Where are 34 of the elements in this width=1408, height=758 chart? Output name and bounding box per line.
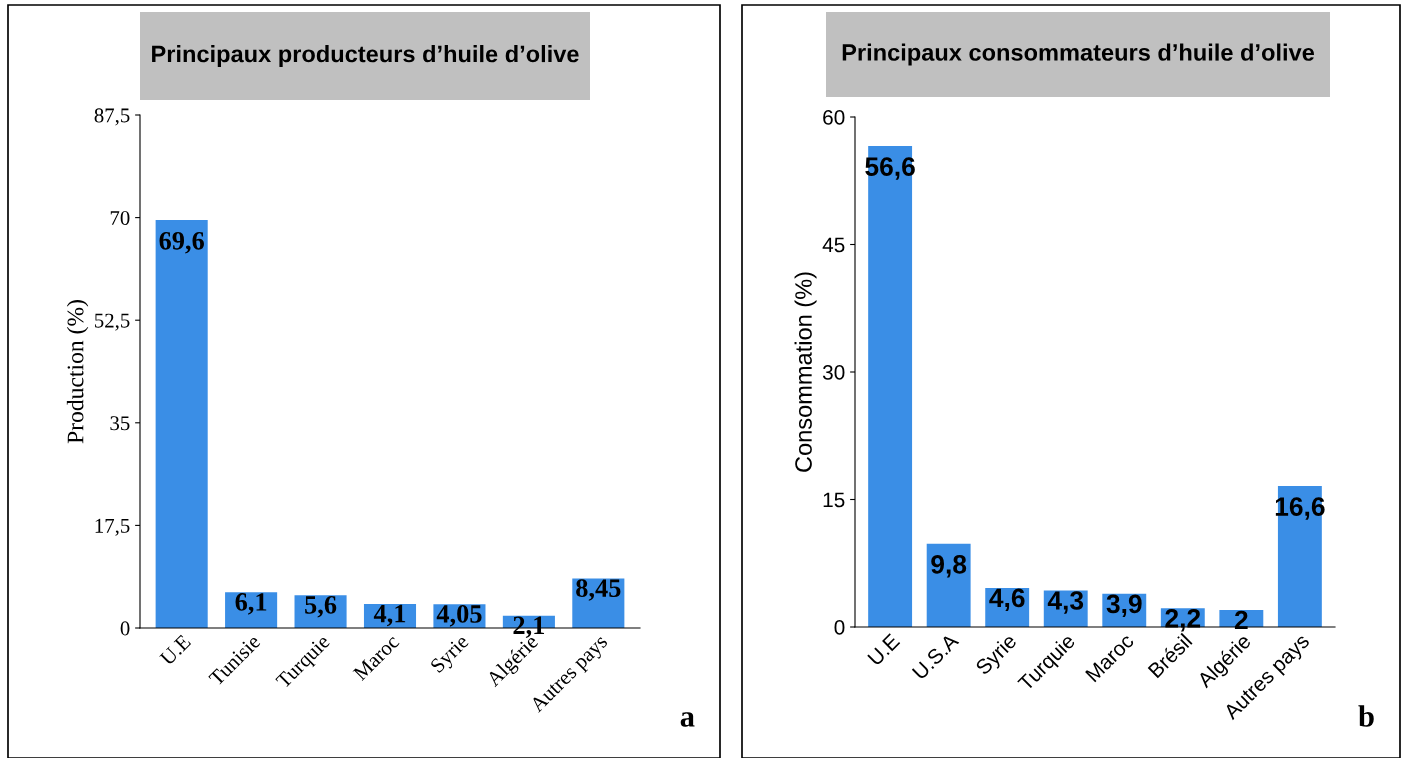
data-label: 4,05 bbox=[436, 605, 482, 627]
data-label: 69,6 bbox=[159, 231, 204, 254]
chart-title: Principaux producteurs d’huile d’olive bbox=[152, 45, 579, 67]
y-tick-label: 87,5 bbox=[94, 108, 130, 126]
bar bbox=[155, 219, 208, 628]
y-tick-label: 45 bbox=[822, 237, 845, 253]
x-tick-label: U.E bbox=[867, 633, 901, 667]
y-tick-label: 0 bbox=[834, 620, 845, 635]
y-axis-title: Production (%) bbox=[66, 300, 89, 444]
bar bbox=[926, 543, 971, 627]
data-label: 3,9 bbox=[1106, 594, 1142, 618]
data-label: 5,6 bbox=[305, 596, 337, 618]
chart-title: Principaux consommateurs d’huile d’olive bbox=[842, 43, 1315, 66]
data-label: 9,8 bbox=[931, 555, 967, 578]
y-tick-label: 0 bbox=[120, 621, 130, 636]
data-label: 4,1 bbox=[373, 604, 406, 627]
data-label: 4,3 bbox=[1047, 591, 1084, 614]
y-tick-label: 17,5 bbox=[95, 518, 130, 536]
y-tick-label: 15 bbox=[823, 492, 845, 508]
y-axis-title: Consommation (%) bbox=[794, 272, 817, 472]
x-tick-label: Syrie bbox=[429, 633, 473, 677]
text: b bbox=[1358, 705, 1374, 727]
data-label: 2 bbox=[1234, 610, 1248, 630]
data-label: 2,2 bbox=[1165, 609, 1201, 632]
data-label: 8,45 bbox=[576, 579, 621, 601]
data-label: 6,1 bbox=[235, 593, 267, 615]
y-tick-label: 35 bbox=[110, 416, 130, 431]
x-tick-label: U.E bbox=[159, 634, 192, 667]
y-tick-label: 70 bbox=[110, 210, 130, 226]
data-label: 4,6 bbox=[989, 588, 1025, 612]
y-tick-label: 52,5 bbox=[95, 313, 130, 331]
y-tick-label: 60 bbox=[823, 110, 845, 125]
y-tick-label: 30 bbox=[822, 365, 845, 380]
text: a bbox=[680, 712, 695, 727]
